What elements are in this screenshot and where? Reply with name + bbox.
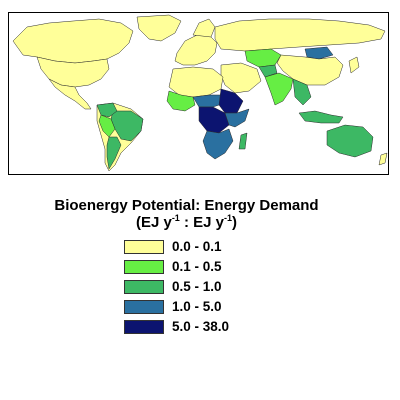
region-north-africa xyxy=(168,66,224,98)
legend-label-4: 5.0 - 38.0 xyxy=(172,319,230,334)
region-mongolia xyxy=(304,46,334,60)
region-mexico xyxy=(48,78,92,110)
legend-label-1: 0.1 - 0.5 xyxy=(172,259,222,274)
region-madagascar xyxy=(238,132,248,150)
region-indonesia xyxy=(298,110,344,124)
legend-swatch-3 xyxy=(124,300,164,314)
legend-swatch-2 xyxy=(124,280,164,294)
region-australia xyxy=(326,124,374,158)
region-russia xyxy=(214,18,386,52)
legend-label-0: 0.0 - 0.1 xyxy=(172,239,222,254)
region-scandinavia xyxy=(192,18,216,38)
legend-title-line1: Bioenergy Potential: Energy Demand xyxy=(54,197,319,214)
world-map xyxy=(8,12,389,175)
legend-swatch-1 xyxy=(124,260,164,274)
region-china xyxy=(276,54,344,86)
region-argentina xyxy=(106,136,122,170)
region-se-asia xyxy=(292,78,312,106)
legend-swatch-4 xyxy=(124,320,164,334)
region-west-africa xyxy=(166,90,196,112)
region-india xyxy=(264,72,294,106)
region-northern-sa xyxy=(96,102,118,118)
region-canada xyxy=(12,18,134,64)
region-japan xyxy=(348,56,360,74)
legend-title-line2: (EJ y-1 : EJ y-1) xyxy=(135,213,238,232)
region-europe xyxy=(174,34,218,66)
world-map-svg xyxy=(12,14,388,172)
region-new-zealand xyxy=(378,152,388,166)
region-horn-coast xyxy=(224,108,250,128)
legend-label-2: 0.5 - 1.0 xyxy=(172,279,222,294)
legend-swatch-0 xyxy=(124,240,164,254)
legend-title: Bioenergy Potential: Energy Demand (EJ y… xyxy=(0,197,373,231)
region-greenland xyxy=(136,14,182,42)
region-southern-africa xyxy=(202,128,234,160)
region-afghanistan xyxy=(258,64,278,78)
region-central-africa xyxy=(198,106,230,134)
region-middle-east xyxy=(220,62,262,94)
legend-label-3: 1.0 - 5.0 xyxy=(172,299,222,314)
region-central-asia xyxy=(244,48,282,68)
